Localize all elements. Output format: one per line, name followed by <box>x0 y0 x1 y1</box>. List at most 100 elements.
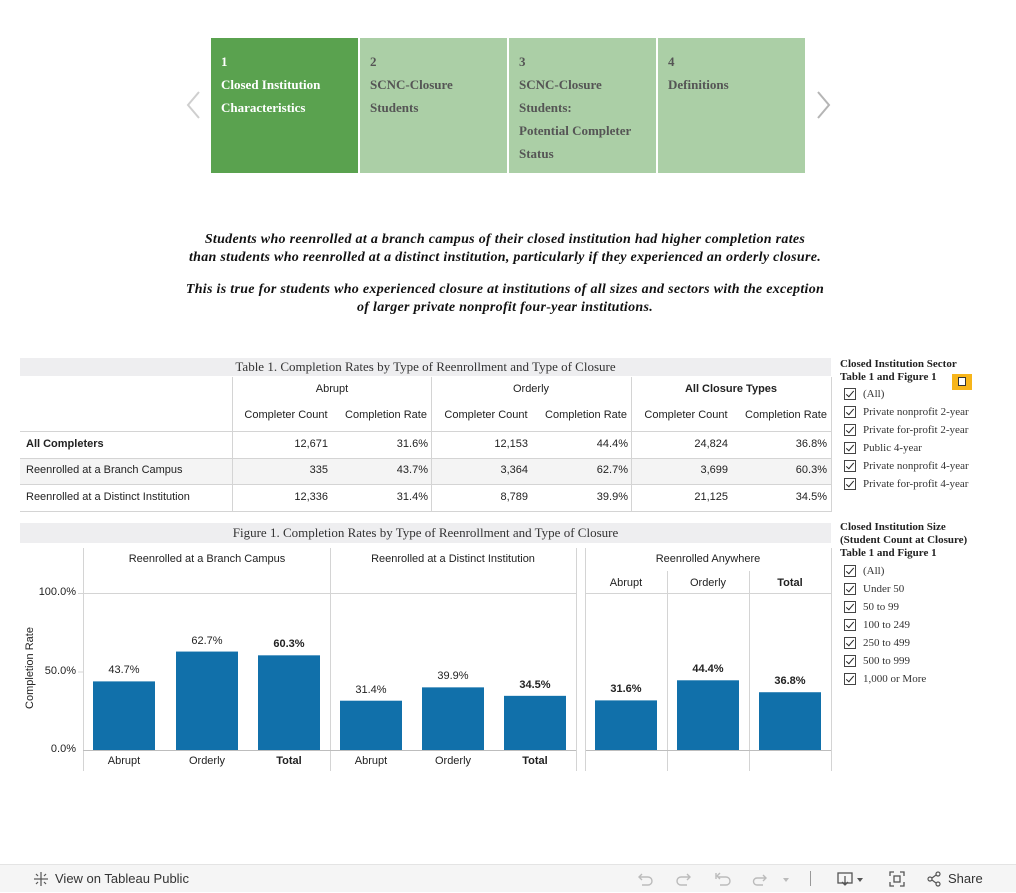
tab-2[interactable]: 2 SCNC-Closure Students <box>360 38 507 173</box>
tab-4[interactable]: 4 Definitions <box>658 38 805 173</box>
table-cell: 39.9% <box>596 491 628 503</box>
previous-arrow-icon[interactable] <box>183 88 205 122</box>
table-cell: 12,671 <box>294 438 328 450</box>
filter-option-label: Public 4-year <box>863 442 922 454</box>
bar-value-label: 31.4% <box>355 683 387 696</box>
checkbox-checked-icon[interactable] <box>844 565 856 577</box>
table-cell: 60.3% <box>795 464 827 476</box>
bar-total[interactable] <box>759 692 821 750</box>
bar-value-label: 60.3% <box>273 638 305 651</box>
tab-label-line: Definitions <box>668 77 729 92</box>
next-arrow-icon[interactable] <box>812 88 834 122</box>
undo-icon[interactable] <box>636 870 654 888</box>
filter-option-size[interactable]: 50 to 99 <box>844 599 899 615</box>
tab-number: 2 <box>370 54 377 69</box>
filter-option-sector[interactable]: Private for-profit 4-year <box>844 476 968 492</box>
headline-paragraph-2: This is true for students who experience… <box>185 282 825 315</box>
bar-abrupt[interactable] <box>340 700 402 750</box>
checkbox-checked-icon[interactable] <box>844 637 856 649</box>
filter-option-label: Private for-profit 2-year <box>863 424 969 436</box>
checkbox-checked-icon[interactable] <box>844 460 856 472</box>
filter-option-size[interactable]: 1,000 or More <box>844 671 926 687</box>
bar-value-label: 44.4% <box>692 663 724 676</box>
filter-option-sector[interactable]: Private for-profit 2-year <box>844 422 968 438</box>
filter-option-label: 1,000 or More <box>863 673 927 685</box>
tableau-toolbar: View on Tableau Public Share <box>0 864 1016 892</box>
bar-total[interactable] <box>504 695 566 750</box>
table-row-rule <box>20 458 831 459</box>
bar-abrupt[interactable] <box>93 681 155 750</box>
table-column-rule <box>232 377 233 512</box>
checkbox-checked-icon[interactable] <box>844 388 856 400</box>
filter-option-label: 250 to 499 <box>863 637 911 649</box>
tab-label-line: SCNC-Closure <box>370 77 453 92</box>
table-column-rule <box>831 377 832 512</box>
revert-icon[interactable] <box>714 870 732 888</box>
tab-label-line: Closed Institution <box>221 77 321 92</box>
filter-option-size[interactable]: 250 to 499 <box>844 635 910 651</box>
sector-filter-title: Closed Institution Sector Table 1 and Fi… <box>840 358 957 383</box>
filter-option-sector[interactable]: (All) <box>844 386 884 402</box>
y-tick-label: 100.0% <box>38 586 76 598</box>
table-column-rule <box>431 377 432 512</box>
filter-option-label: Private nonprofit 4-year <box>863 460 969 472</box>
checkbox-checked-icon[interactable] <box>844 478 856 490</box>
table-bottom-rule <box>20 511 831 512</box>
redo-icon[interactable] <box>675 870 693 888</box>
bar-orderly[interactable] <box>677 680 739 750</box>
checkbox-checked-icon[interactable] <box>844 424 856 436</box>
tab-label-line: Potential Completer <box>519 123 632 138</box>
table-cell: 31.4% <box>396 491 428 503</box>
checkbox-checked-icon[interactable] <box>844 619 856 631</box>
filter-menu-icon[interactable] <box>952 374 972 390</box>
refresh-dropdown-icon[interactable] <box>777 870 795 888</box>
bar-orderly[interactable] <box>422 687 484 750</box>
column-header-label: Orderly <box>689 577 727 589</box>
y-tick-label: 50.0% <box>44 664 76 677</box>
share-button[interactable]: Share <box>926 865 983 892</box>
bar-total[interactable] <box>258 655 320 750</box>
table-column-header: Completer Count <box>644 409 728 421</box>
filter-option-sector[interactable]: Private nonprofit 4-year <box>844 458 969 474</box>
table-group-header: Abrupt <box>315 383 349 395</box>
filter-option-size[interactable]: (All) <box>844 563 884 579</box>
filter-option-sector[interactable]: Private nonprofit 2-year <box>844 404 969 420</box>
filter-option-size[interactable]: Under 50 <box>844 581 904 597</box>
checkbox-checked-icon[interactable] <box>844 442 856 454</box>
table-cell: 8,789 <box>500 491 528 503</box>
checkbox-checked-icon[interactable] <box>844 655 856 667</box>
filter-option-label: (All) <box>863 388 885 400</box>
view-on-tableau-button[interactable]: View on Tableau Public <box>33 865 189 892</box>
x-category-label: Abrupt <box>354 755 388 767</box>
bar-abrupt[interactable] <box>595 700 657 750</box>
tab-3[interactable]: 3 SCNC-Closure Students: Potential Complete… <box>509 38 656 173</box>
checkbox-checked-icon[interactable] <box>844 406 856 418</box>
filter-option-label: Private for-profit 4-year <box>863 478 969 490</box>
download-icon[interactable] <box>836 870 866 888</box>
x-category-label: Orderly <box>188 755 226 767</box>
column-header-label: Total <box>777 577 803 589</box>
filter-option-size[interactable]: 100 to 249 <box>844 617 910 633</box>
bar-orderly[interactable] <box>176 651 238 750</box>
table-row-label: Reenrolled at a Branch Campus <box>26 464 183 476</box>
x-category-label: Total <box>522 755 548 767</box>
figure-title: Figure 1. Completion Rates by Type of Re… <box>20 523 831 543</box>
filter-option-sector[interactable]: Public 4-year <box>844 440 922 456</box>
filter-option-label: 500 to 999 <box>863 655 911 667</box>
fullscreen-icon[interactable] <box>888 870 906 888</box>
checkbox-checked-icon[interactable] <box>844 673 856 685</box>
refresh-icon[interactable] <box>751 870 769 888</box>
tab-number: 4 <box>668 54 675 69</box>
tab-label-line: Characteristics <box>221 100 306 115</box>
filter-option-label: (All) <box>863 565 885 577</box>
table-cell: 62.7% <box>596 464 628 476</box>
checkbox-checked-icon[interactable] <box>844 583 856 595</box>
tab-number: 1 <box>221 54 228 69</box>
filter-option-size[interactable]: 500 to 999 <box>844 653 910 669</box>
checkbox-checked-icon[interactable] <box>844 601 856 613</box>
table-cell: 3,364 <box>500 464 528 476</box>
table-cell: 335 <box>309 464 328 476</box>
table-column-header: Completer Count <box>444 409 528 421</box>
tab-1[interactable]: 1 Closed Institution Characteristics <box>211 38 358 173</box>
x-category-label: Total <box>276 755 302 767</box>
